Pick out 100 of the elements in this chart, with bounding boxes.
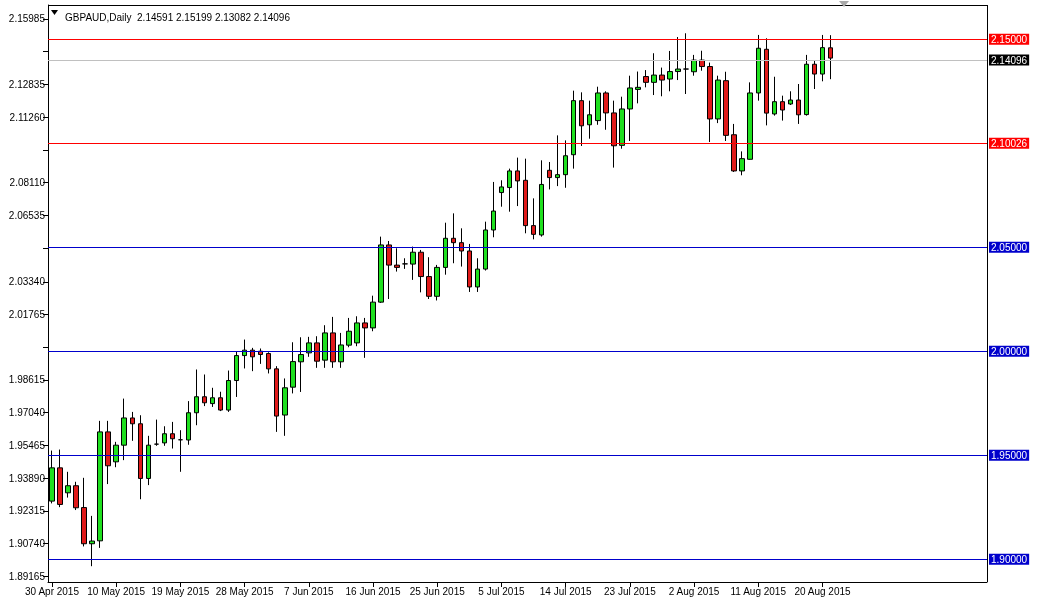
candlestick (659, 67, 665, 97)
candlestick (683, 32, 689, 95)
candlestick (394, 247, 400, 273)
candlestick (475, 257, 480, 293)
candlestick (451, 212, 456, 264)
candlestick (146, 435, 151, 486)
y-tick-label: 2.01765 (8, 309, 46, 320)
y-tick-label: 2.15985 (8, 13, 46, 25)
x-tick-label: 7 Jun 2015 (284, 585, 335, 597)
x-tick-label: 30 Apr 2015 (25, 585, 80, 597)
candlestick (298, 336, 304, 393)
candlestick (483, 221, 488, 272)
candlestick (274, 365, 279, 433)
candlestick (796, 83, 801, 125)
candlestick (402, 257, 408, 270)
candlestick (434, 264, 440, 301)
candlestick (194, 369, 199, 426)
candlestick (282, 377, 288, 437)
candlestick (81, 477, 87, 547)
y-tick-label: 1.97040 (8, 407, 46, 419)
candlestick (812, 59, 817, 90)
candlestick (410, 246, 416, 281)
candlestick (499, 179, 504, 208)
candlestick (764, 37, 769, 126)
candlestick (242, 339, 247, 369)
candlestick (65, 471, 71, 499)
x-tick-label: 10 May 2015 (87, 585, 146, 597)
candlestick (804, 54, 809, 117)
candlestick (210, 387, 215, 408)
candlestick (723, 71, 729, 142)
candlestick (507, 168, 512, 213)
candlestick (691, 54, 697, 77)
candlestick (322, 324, 328, 369)
candlestick (202, 373, 207, 407)
x-tick-label: 20 Aug 2015 (794, 585, 851, 597)
x-tick-label: 19 May 2015 (151, 585, 210, 597)
candlestick (635, 71, 641, 104)
candlestick (354, 315, 360, 347)
y-tick-label: 1.95465 (8, 440, 46, 451)
candlestick (418, 249, 424, 293)
candlestick (97, 420, 103, 549)
candlestick (130, 411, 135, 442)
candlestick (788, 90, 793, 106)
candlestick (162, 425, 167, 447)
candlestick (57, 449, 63, 508)
y-tick-label: 2.03340 (8, 276, 46, 288)
candlestick (306, 336, 312, 358)
candlestick (154, 419, 159, 447)
ref-line-label: 2.10026 (991, 137, 1028, 149)
ref-line-label: 2.15000 (991, 33, 1028, 45)
candlestick (828, 34, 833, 80)
candlestick (113, 441, 119, 468)
candlestick (756, 34, 761, 102)
ref-line-label: 2.05000 (991, 241, 1028, 253)
candlestick (579, 91, 584, 147)
candlestick (772, 76, 777, 117)
candlestick (531, 197, 536, 240)
candlestick (386, 240, 392, 300)
y-tick-label: 1.90740 (8, 538, 46, 550)
ref-line-label: 2.00000 (991, 345, 1028, 357)
ref-line-label: 2.14096 (991, 54, 1028, 66)
candlestick (603, 90, 609, 131)
candlestick (563, 139, 568, 189)
candlestick (178, 429, 183, 473)
candlestick (739, 150, 745, 176)
text: GBPAUD,Daily 2.14591 2.15199 2.13082 2.14096 (65, 11, 291, 23)
candlestick (555, 134, 560, 187)
candlestick (611, 100, 617, 169)
candlestick (73, 481, 79, 511)
candlestick (619, 96, 625, 150)
x-tick-label: 11 Aug 2015 (730, 585, 787, 597)
y-tick-label: 1.89165 (8, 570, 46, 582)
x-tick-label: 14 Jul 2015 (539, 585, 592, 597)
candlestick (707, 62, 713, 143)
candlestick (338, 332, 344, 369)
x-tick-label: 16 Jun 2015 (345, 585, 401, 597)
x-tick-label: 25 Jun 2015 (409, 585, 466, 597)
y-tick-label: 2.08110 (9, 177, 46, 189)
candlestick (459, 227, 464, 268)
candlestick (138, 414, 143, 500)
candlestick (587, 100, 592, 140)
candlestick (346, 317, 352, 348)
candlestick (820, 34, 825, 82)
candlestick (443, 222, 448, 276)
candlestick (747, 81, 753, 161)
candlestick (290, 341, 296, 394)
candlestick (571, 90, 576, 170)
candlestick (523, 158, 528, 234)
candlestick (89, 515, 95, 567)
x-tick-label: 5 Jul 2015 (478, 585, 525, 597)
candlestick (547, 161, 552, 190)
candlestick (675, 36, 681, 81)
candlestick (515, 157, 520, 207)
candlestick (370, 295, 376, 332)
candlestick (715, 75, 721, 124)
candlestick (539, 159, 544, 238)
candlestick (731, 123, 737, 173)
ref-line-label: 1.95000 (991, 449, 1028, 461)
y-tick-label: 2.06535 (8, 209, 46, 221)
y-tick-label: 1.98615 (8, 374, 46, 386)
